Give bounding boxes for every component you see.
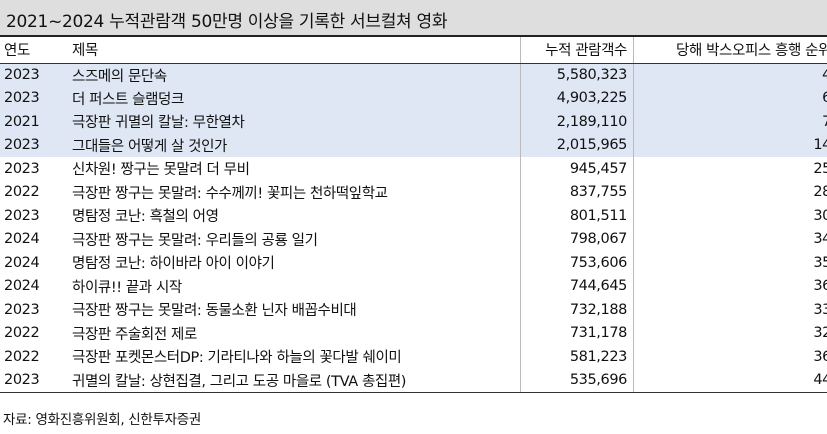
cell-rank: 36 bbox=[633, 274, 827, 298]
cell-audience: 732,188 bbox=[520, 298, 634, 322]
cell-rank: 33 bbox=[633, 298, 827, 322]
table-row: 2023 신차원! 짱구는 못말려 더 무비 945,45725 bbox=[0, 157, 827, 181]
cell-title: 극장판 짱구는 못말려: 수수께끼! 꽃피는 천하떡잎학교 bbox=[72, 185, 388, 202]
cell-audience: 581,223 bbox=[520, 345, 634, 369]
cell-year: 2023 bbox=[4, 301, 40, 318]
cell-title: 극장판 포켓몬스터DP: 기라티나와 하늘의 꽃다발 쉐이미 bbox=[72, 350, 402, 367]
column-header-year: 연도 bbox=[0, 37, 66, 64]
cell-year: 2021 bbox=[0, 110, 66, 134]
cell-year: 2023 bbox=[4, 160, 40, 177]
cell-title: 하이큐!! 끝과 시작 bbox=[72, 279, 182, 296]
cell-year: 2022 bbox=[4, 184, 40, 201]
cell-rank: 32 bbox=[633, 321, 827, 345]
cell-audience: 2,189,110 bbox=[520, 110, 634, 134]
table-row: 2022 극장판 포켓몬스터DP: 기라티나와 하늘의 꽃다발 쉐이미 581,22… bbox=[0, 345, 827, 369]
table-header: 연도 제목 누적 관람객수 당해 박스오피스 흥행 순위 bbox=[0, 37, 827, 64]
cell-audience: 801,511 bbox=[520, 204, 634, 228]
table-row: 2023 극장판 짱구는 못말려: 동물소환 닌자 배꼽수비대 732,18833 bbox=[0, 298, 827, 322]
cell-audience: 744,645 bbox=[520, 274, 634, 298]
cell-rank: 14 bbox=[633, 133, 827, 157]
cell-title: 극장판 귀멸의 칼날: 무한열차 bbox=[66, 110, 521, 134]
cell-year: 2023 bbox=[0, 368, 66, 393]
cell-rank: 34 bbox=[633, 227, 827, 251]
table-row: 2024 극장판 짱구는 못말려: 우리들의 공룡 일기 798,06734 bbox=[0, 227, 827, 251]
cell-title: 명탐정 코난: 하이바라 아이 이야기 bbox=[72, 256, 275, 273]
movie-table: 연도 제목 누적 관람객수 당해 박스오피스 흥행 순위 2023 스즈메의 문단… bbox=[0, 37, 827, 393]
table-row: 2024 명탐정 코난: 하이바라 아이 이야기 753,60635 bbox=[0, 251, 827, 275]
cell-year: 2024 bbox=[4, 231, 40, 248]
cell-title: 신차원! 짱구는 못말려 더 무비 bbox=[72, 162, 250, 179]
cell-rank: 4 bbox=[633, 63, 827, 87]
table-title-bar: 2021~2024 누적관람객 50만명 이상을 기록한 서브컬쳐 영화 bbox=[0, 0, 827, 37]
table-row: 2023 귀멸의 칼날: 상현집결, 그리고 도공 마을로 (TVA 총집편) 53… bbox=[0, 368, 827, 393]
cell-year: 2023 bbox=[0, 63, 66, 87]
source-note: 자료: 영화진흥위원회, 신한투자증권 bbox=[3, 412, 202, 428]
cell-rank: 7 bbox=[633, 110, 827, 134]
cell-title: 극장판 짱구는 못말려: 우리들의 공룡 일기 bbox=[72, 232, 318, 249]
cell-year: 2023 bbox=[0, 86, 66, 110]
cell-rank: 25 bbox=[633, 157, 827, 181]
cell-audience: 5,580,323 bbox=[520, 63, 634, 87]
cell-rank: 30 bbox=[633, 204, 827, 228]
cell-title: 그대들은 어떻게 살 것인가 bbox=[66, 133, 521, 157]
cell-audience: 2,015,965 bbox=[520, 133, 634, 157]
table-row: 2023 명탐정 코난: 흑철의 어영 801,51130 bbox=[0, 204, 827, 228]
cell-audience: 731,178 bbox=[520, 321, 634, 345]
cell-audience: 535,696 bbox=[520, 368, 634, 393]
cell-rank: 28 bbox=[633, 180, 827, 204]
column-header-rank: 당해 박스오피스 흥행 순위 bbox=[633, 37, 827, 64]
cell-rank: 36 bbox=[633, 345, 827, 369]
cell-year: 2024 bbox=[4, 278, 40, 295]
cell-rank: 44 bbox=[633, 368, 827, 393]
cell-audience: 753,606 bbox=[520, 251, 634, 275]
cell-year: 2023 bbox=[0, 133, 66, 157]
cell-year: 2023 bbox=[4, 207, 40, 224]
cell-year: 2022 bbox=[4, 325, 40, 342]
header-row: 연도 제목 누적 관람객수 당해 박스오피스 흥행 순위 bbox=[0, 37, 827, 64]
cell-year: 2022 bbox=[4, 348, 40, 365]
column-header-audience: 누적 관람객수 bbox=[520, 37, 634, 64]
cell-title: 극장판 짱구는 못말려: 동물소환 닌자 배꼽수비대 bbox=[72, 303, 357, 320]
cell-audience: 4,903,225 bbox=[520, 86, 634, 110]
cell-audience: 798,067 bbox=[520, 227, 634, 251]
cell-title: 귀멸의 칼날: 상현집결, 그리고 도공 마을로 (TVA 총집편) bbox=[66, 368, 521, 393]
cell-title: 스즈메의 문단속 bbox=[66, 63, 521, 87]
cell-title: 극장판 주술회전 제로 bbox=[72, 326, 197, 343]
cell-year: 2024 bbox=[4, 254, 40, 271]
cell-audience: 945,457 bbox=[520, 157, 634, 181]
table-row: 2022 극장판 짱구는 못말려: 수수께끼! 꽃피는 천하떡잎학교 837,755… bbox=[0, 180, 827, 204]
cell-title: 더 퍼스트 슬램덩크 bbox=[66, 86, 521, 110]
cell-rank: 6 bbox=[633, 86, 827, 110]
cell-audience: 837,755 bbox=[520, 180, 634, 204]
cell-rank: 35 bbox=[633, 251, 827, 275]
cell-title: 명탐정 코난: 흑철의 어영 bbox=[72, 209, 219, 226]
column-header-title: 제목 bbox=[66, 37, 521, 64]
table-title: 2021~2024 누적관람객 50만명 이상을 기록한 서브컬쳐 영화 bbox=[6, 12, 448, 32]
table-row: 2024 하이큐!! 끝과 시작 744,64536 bbox=[0, 274, 827, 298]
